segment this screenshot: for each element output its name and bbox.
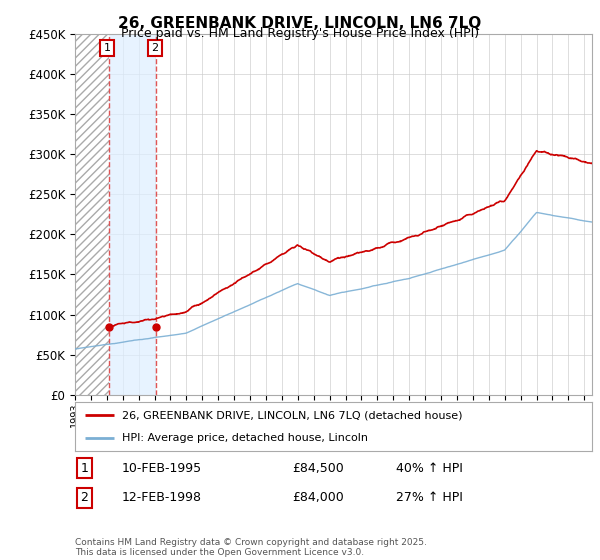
- Text: 2: 2: [80, 491, 88, 504]
- Text: 1: 1: [103, 43, 110, 53]
- Text: 26, GREENBANK DRIVE, LINCOLN, LN6 7LQ (detached house): 26, GREENBANK DRIVE, LINCOLN, LN6 7LQ (d…: [122, 410, 462, 421]
- Text: 27% ↑ HPI: 27% ↑ HPI: [395, 491, 463, 504]
- Text: 1: 1: [80, 462, 88, 475]
- Text: £84,000: £84,000: [292, 491, 344, 504]
- Text: £84,500: £84,500: [292, 462, 344, 475]
- Text: 12-FEB-1998: 12-FEB-1998: [122, 491, 202, 504]
- Text: Contains HM Land Registry data © Crown copyright and database right 2025.
This d: Contains HM Land Registry data © Crown c…: [75, 538, 427, 557]
- Text: 40% ↑ HPI: 40% ↑ HPI: [395, 462, 463, 475]
- Text: 10-FEB-1995: 10-FEB-1995: [122, 462, 202, 475]
- Bar: [75, 34, 109, 395]
- Text: HPI: Average price, detached house, Lincoln: HPI: Average price, detached house, Linc…: [122, 433, 368, 444]
- Text: 2: 2: [151, 43, 158, 53]
- Text: 26, GREENBANK DRIVE, LINCOLN, LN6 7LQ: 26, GREENBANK DRIVE, LINCOLN, LN6 7LQ: [118, 16, 482, 31]
- Bar: [109, 34, 157, 395]
- Text: Price paid vs. HM Land Registry's House Price Index (HPI): Price paid vs. HM Land Registry's House …: [121, 27, 479, 40]
